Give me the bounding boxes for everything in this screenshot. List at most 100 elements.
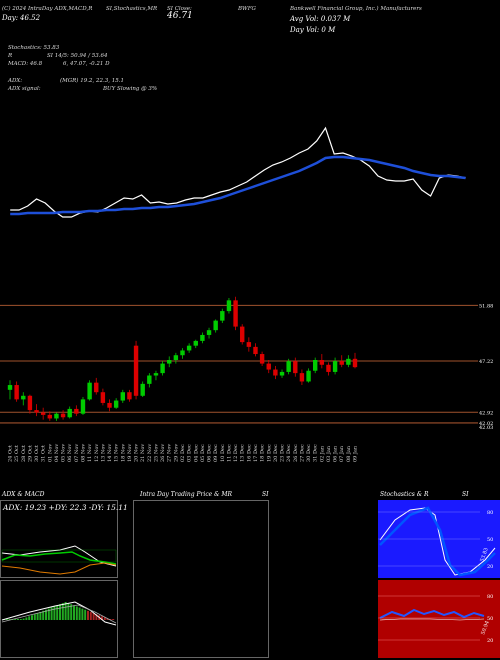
adx-values: ADX: 19.23 +DY: 22.3 -DY: 15.11 — [3, 503, 128, 512]
adx-panel: ADX: 19.23 +DY: 22.3 -DY: 15.11 — [0, 500, 128, 578]
macd-histogram-bar — [78, 607, 81, 620]
date-label: 08 Jan — [346, 445, 352, 462]
date-label: 23 Dec — [280, 444, 286, 462]
date-label: 20 Dec — [273, 444, 279, 462]
price-level-label: 47.22 — [479, 359, 493, 365]
candle-body — [60, 413, 66, 418]
candle-body — [167, 360, 172, 364]
date-label: 18 Dec — [260, 444, 266, 462]
date-label: 25 Nov — [153, 444, 159, 462]
header-company: Bankwell Financial Group, Inc.) Manufact… — [290, 6, 422, 12]
macd-signal-line — [1, 604, 117, 624]
intraday-panel — [133, 500, 269, 658]
adx-fill-area — [1, 549, 117, 563]
macd-histogram-bar — [109, 619, 112, 620]
macd-histogram-bar — [64, 602, 67, 620]
candle-body — [233, 300, 238, 327]
candle-body — [319, 360, 325, 365]
stochastics-k-line — [379, 506, 496, 577]
date-label: 17 Dec — [253, 444, 259, 462]
intraday-panel-si: SI — [262, 491, 269, 498]
macd-histogram-bar — [5, 619, 8, 620]
candle-body — [173, 355, 179, 360]
candle-body — [180, 350, 185, 356]
date-label: 26 Nov — [160, 444, 166, 462]
candle-body — [213, 320, 218, 331]
candle-body — [160, 363, 165, 374]
macd-histogram-bar — [14, 619, 17, 620]
line-macd-values: 6, 47.07, -0.21 D — [63, 61, 110, 67]
candle-body — [306, 370, 311, 382]
candle-body — [100, 392, 106, 403]
line-stochastics: Stochastics: 53.83 — [8, 45, 60, 51]
candle-body — [133, 345, 139, 396]
macd-histogram-bar — [28, 616, 31, 620]
macd-histogram-bar — [39, 611, 42, 620]
macd-panel — [0, 580, 118, 658]
candle-body — [286, 361, 291, 372]
candle-body — [186, 345, 192, 351]
candle-body — [67, 408, 72, 418]
candle-body — [74, 408, 79, 414]
stoch-value-label: 53.83 — [479, 547, 490, 563]
candle-body — [113, 400, 119, 408]
candle-body — [220, 311, 225, 321]
date-label: 13 Dec — [240, 444, 246, 462]
header-day-label: Day: — [2, 14, 19, 22]
date-label: 27 Nov — [167, 444, 173, 462]
candle-body — [40, 412, 46, 415]
macd-histogram-bar — [87, 610, 89, 620]
date-label: 24 Dec — [286, 444, 292, 462]
macd-histogram-bar — [36, 613, 39, 620]
macd-histogram-bar — [42, 610, 45, 620]
line-adx: ADX: — [8, 78, 23, 84]
candle-body — [279, 371, 285, 376]
candle-body — [147, 375, 152, 384]
macd-histogram-bar — [59, 604, 61, 620]
candle-body — [27, 395, 33, 411]
candle-body — [273, 369, 278, 376]
stoch-panel-si: SI — [462, 491, 469, 498]
date-label: 08 Nov — [80, 444, 86, 462]
date-label: 06 Nov — [67, 444, 73, 462]
header-si-stoch: SI,Stochastics,MR — [106, 6, 158, 12]
date-label: 19 Nov — [127, 444, 133, 462]
date-label: 05 Nov — [61, 444, 67, 462]
header-copyright: (C) 2024 IntraDay ADX,MACD,R — [2, 6, 93, 12]
si-line — [379, 608, 485, 619]
macd-histogram-bar — [47, 608, 50, 620]
candle-body — [299, 373, 305, 382]
date-label: 29 Nov — [173, 444, 179, 462]
candle-body — [21, 395, 26, 400]
candle-body — [127, 392, 132, 400]
macd-histogram-bar — [22, 618, 25, 620]
candle-body — [193, 340, 198, 346]
date-label: 20 Nov — [134, 444, 140, 462]
candle-body — [47, 414, 53, 419]
macd-histogram-bar — [101, 616, 103, 620]
macd-histogram-bar — [70, 604, 73, 620]
date-label: 31 Oct — [41, 445, 47, 462]
price-level-label: 42.92 — [479, 410, 493, 416]
date-label: 10 Dec — [220, 444, 226, 462]
upper-ema-line — [10, 155, 466, 216]
plus-dy-line — [1, 551, 117, 565]
candle-body — [332, 361, 338, 372]
candle-body — [54, 413, 59, 419]
stoch-level-label: 50 — [487, 537, 493, 543]
candle-body — [120, 392, 125, 401]
candle-body — [293, 361, 298, 374]
date-label: 02 Dec — [180, 444, 186, 462]
date-label: 01 Nov — [47, 444, 53, 462]
candle-body — [259, 354, 265, 364]
macd-histogram-bar — [67, 603, 70, 620]
macd-histogram-bar — [84, 609, 87, 620]
price-level-label: 51.88 — [479, 303, 493, 309]
macd-histogram-bar — [31, 615, 33, 620]
macd-histogram-bar — [92, 613, 95, 620]
macd-histogram-bar — [50, 607, 53, 620]
header-si-close-label: SI Close: — [167, 6, 192, 12]
date-label: 22 Nov — [147, 444, 153, 462]
